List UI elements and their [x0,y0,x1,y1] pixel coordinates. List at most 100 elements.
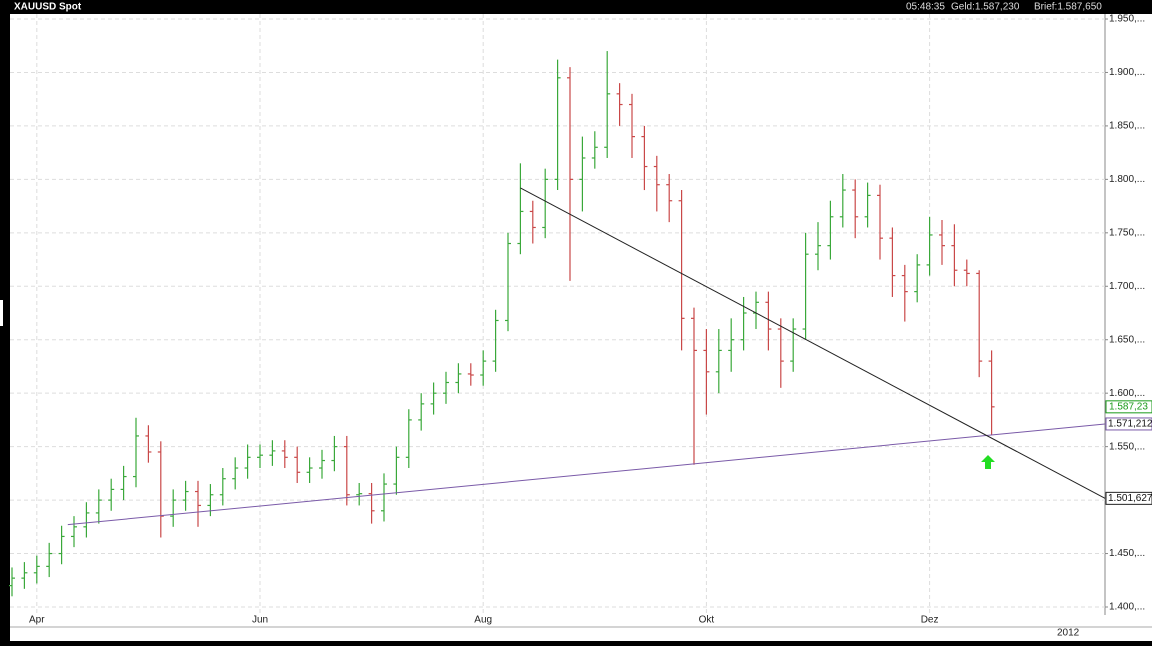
y-tick-label: 1.700,... [1109,281,1145,292]
ask: Brief:1.587,650 [1034,2,1102,13]
ohlc-bar [815,222,821,271]
trendline-tag-label: 1.571,212 [1108,419,1152,430]
ohlc-bar [108,478,115,511]
x-tick-label: Aug [474,615,492,626]
trendline [67,423,1106,526]
ohlc-bar [728,318,735,372]
ohlc-bar [443,371,449,404]
ohlc-bar [33,555,40,584]
ohlc-bar [83,502,90,538]
ohlc-bar [95,489,102,524]
y-tick-label: 1.950,... [1109,14,1145,25]
arrow-up [981,455,995,469]
ohlc-bar [877,184,883,260]
y-tick-label: 1.650,... [1109,334,1145,345]
ohlc-bar [331,435,338,472]
ohlc-bar [505,232,511,332]
ohlc-bar [9,567,15,597]
ohlc-bar [393,446,400,495]
ohlc-bar [58,525,65,565]
y-tick-label: 1.450,... [1109,548,1145,559]
ohlc-bar [269,440,276,466]
ohlc-bar [839,174,846,228]
ohlc-bar [381,473,387,522]
ohlc-bar [777,318,784,388]
ohlc-bar [455,363,462,394]
ohlc-bar [405,409,412,469]
x-tick-label: Apr [29,615,45,626]
x-axis-area [10,615,1152,641]
last-price-label: 1.587,23 [1109,401,1148,412]
ohlc-bar [715,329,722,394]
chart-title: XAUUSD Spot [14,2,82,13]
ohlc-bar [554,59,561,191]
ohlc-bar [157,441,164,538]
x-tick-label: Dez [921,615,939,626]
ohlc-bar [306,457,313,483]
ohlc-bar [641,125,648,191]
ohlc-bar [492,309,499,372]
ohlc-bar [629,93,635,158]
side-marker [0,300,3,326]
ohlc-bar [666,174,673,223]
ohlc-bar [219,468,226,506]
ohlc-bar [976,270,983,378]
y-tick-label: 1.800,... [1109,174,1145,185]
ohlc-bar [827,200,834,260]
ohlc-bar [864,182,871,228]
trendline-tag [1105,417,1152,431]
trendline-tag [1105,491,1152,505]
ohlc-bar [480,350,487,386]
ohlc-bar [567,67,573,281]
ohlc-bar [319,449,325,479]
ohlc-bar [517,163,524,255]
trendline-tag-label: 1.501,627 [1108,493,1152,504]
ohlc-bar [430,382,437,415]
y-tick-label: 1.750,... [1109,227,1145,238]
ohlc-bar [604,51,611,158]
ohlc-bar [963,259,970,287]
ohlc-bar [765,291,772,351]
ohlc-bar [257,444,263,469]
ohlc-bar [244,444,251,479]
ohlc-bar [988,350,995,435]
y-tick-label: 1.400,... [1109,602,1145,613]
ohlc-bar [678,190,685,351]
ohlc-bar [591,131,598,169]
ohlc-bar [901,264,908,322]
ohlc-bar [356,482,363,506]
year-label: 2012 [1057,628,1080,639]
bid: Geld:1.587,230 [951,2,1020,13]
trendline [520,187,1106,499]
ohlc-bar [914,254,921,303]
ohlc-bar [182,480,189,511]
ohlc-bar [703,329,710,415]
ohlc-bar [529,200,536,244]
ohlc-bar [579,136,586,212]
y-tick-label: 1.850,... [1109,121,1145,132]
ohlc-bar [133,417,139,488]
y-axis-area [1105,14,1152,615]
last-price-tag [1105,400,1152,414]
ohlc-bar [653,155,660,212]
ohlc-bar [790,318,797,372]
ohlc-bar [145,425,152,463]
ohlc-bar [46,542,53,578]
ohlc-bar [368,482,375,524]
ohlc-bar [21,562,28,589]
ohlc-bar [889,227,896,297]
ohlc-bar [926,216,933,276]
ohlc-bar [691,307,697,465]
ohlc-bar [170,489,177,527]
time: 05:48:35 [906,2,945,13]
ohlc-bar [616,83,623,126]
marks [9,14,1105,615]
ohlc-bar [852,179,859,239]
x-tick-label: Okt [699,615,715,626]
ohlc-bar [195,480,201,527]
ohlc-bar [939,219,945,265]
ohlc-bar [120,465,127,501]
ohlc-bar [343,435,350,506]
